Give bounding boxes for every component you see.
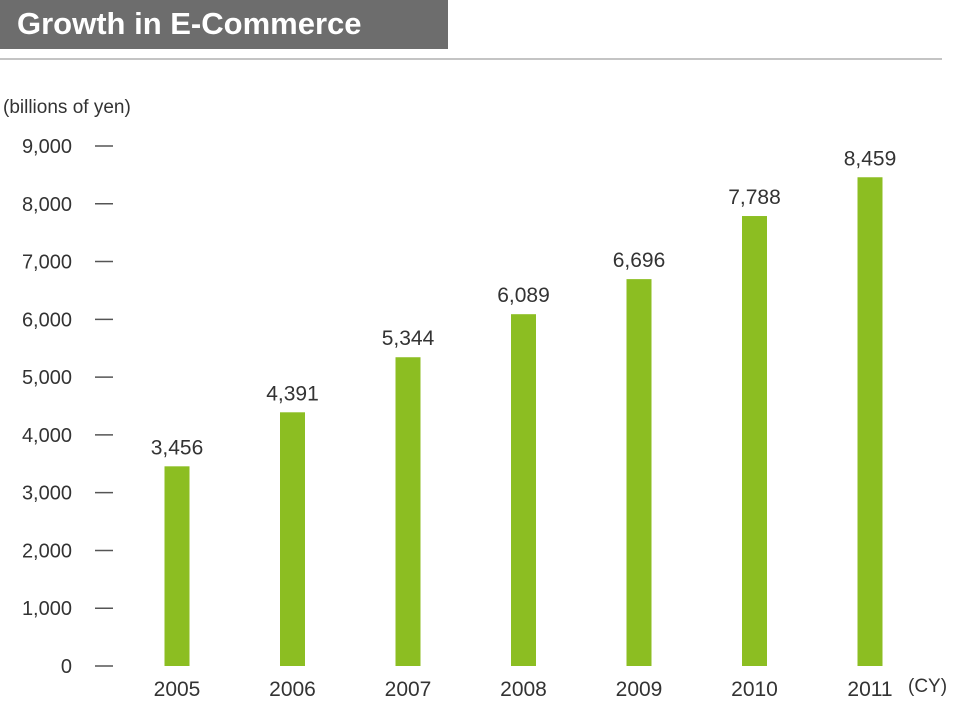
bar-2005 [164,466,190,666]
bar-series: 3,456 2005 4,391 2006 5,344 2007 6,089 2008 6,69… [151,147,897,701]
bar-value-label: 6,089 [497,284,550,307]
chart-title: Growth in E-Commerce [17,6,362,41]
bar-value-label: 7,788 [728,186,781,209]
x-tick-label: 2009 [616,678,663,701]
bar-2009 [626,279,652,666]
y-tick-label: 5,000 [22,367,72,389]
bar-value-label: 5,344 [382,327,435,350]
x-tick-label: 2011 [847,678,892,701]
y-tick-label: 3,000 [22,483,72,505]
chart-title-bar: Growth in E-Commerce [0,0,448,49]
y-tick-label: 2,000 [22,540,72,562]
y-axis-unit-label: (billions of yen) [3,97,131,118]
y-tick-label: 4,000 [22,425,72,447]
bar-value-label: 4,391 [266,382,319,405]
x-axis-unit-label: (CY) [908,676,947,697]
title-divider [0,58,942,60]
y-tick-label: 7,000 [22,252,72,274]
x-tick-label: 2006 [269,678,316,701]
x-tick-label: 2010 [731,678,778,701]
bar-value-label: 3,456 [151,436,204,459]
x-tick-label: 2005 [154,678,201,701]
bar-2006 [280,412,305,666]
x-tick-label: 2007 [385,678,432,701]
bar-2011 [857,177,883,666]
y-tick-label: 0 [61,656,72,678]
y-tick-label: 9,000 [22,136,72,158]
bar-value-label: 6,696 [613,249,666,272]
bar-value-label: 8,459 [844,147,897,170]
bar-2008 [511,314,536,666]
y-axis: 0 1,000 2,000 3,000 4,000 5,000 6,000 7,000 8,00… [22,136,113,678]
y-tick-label: 8,000 [22,194,72,216]
bar-2007 [395,357,421,666]
y-tick-label: 6,000 [22,309,72,331]
y-tick-label: 1,000 [22,598,72,620]
bar-2010 [742,216,767,666]
x-tick-label: 2008 [500,678,547,701]
